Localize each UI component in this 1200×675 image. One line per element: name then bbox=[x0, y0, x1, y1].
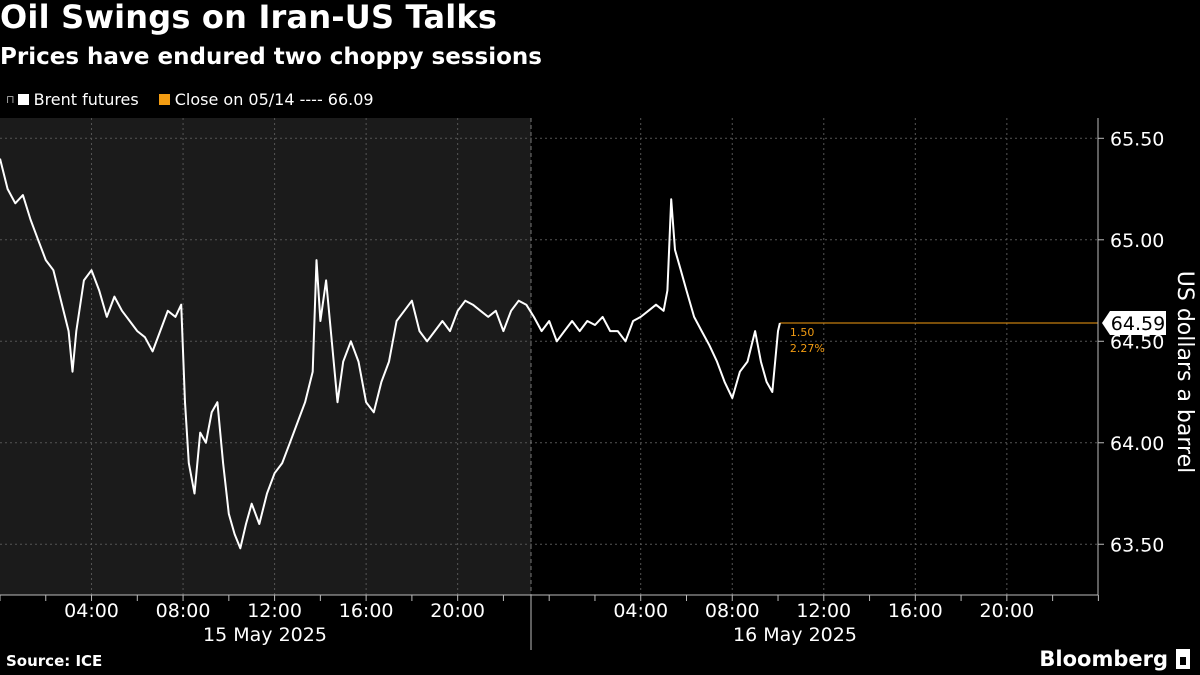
x-tick-label: 08:00 bbox=[705, 600, 760, 622]
x-tick-label: 20:00 bbox=[979, 600, 1034, 622]
legend-handle-icon: ⊓ bbox=[6, 93, 15, 106]
brent-series-line bbox=[0, 158, 781, 550]
x-tick-label: 12:00 bbox=[796, 600, 851, 622]
legend-label-brent: Brent futures bbox=[33, 90, 139, 109]
legend-item-close: Close on 05/14 ---- 66.09 bbox=[158, 90, 374, 109]
chart-subtitle: Prices have endured two choppy sessions bbox=[0, 44, 542, 70]
change-percent-label: 2.27% bbox=[790, 342, 825, 355]
shaded-session-day1 bbox=[0, 118, 531, 595]
legend-label-close: Close on 05/14 ---- 66.09 bbox=[174, 90, 374, 109]
brand-name: Bloomberg bbox=[1039, 647, 1168, 671]
legend-swatch-close bbox=[158, 94, 170, 105]
source-note: Source: ICE bbox=[6, 652, 103, 670]
x-tick-label: 08:00 bbox=[156, 600, 211, 622]
change-label: 1.50 bbox=[790, 326, 815, 339]
last-price-label: 64.59 bbox=[1111, 313, 1165, 335]
y-axis: 63.50 64.00 64.50 65.00 65.50 bbox=[1097, 118, 1164, 595]
last-price-tag bbox=[1102, 311, 1166, 336]
day-label: 16 May 2025 bbox=[733, 624, 857, 646]
y-tick-label: 65.00 bbox=[1110, 230, 1164, 252]
x-tick-label: 16:00 bbox=[339, 600, 394, 622]
x-tick-label: 12:00 bbox=[247, 600, 302, 622]
y-tick-label: 64.50 bbox=[1110, 331, 1164, 353]
legend-swatch-brent bbox=[17, 94, 29, 105]
chart-legend: ⊓ Brent futures Close on 05/14 ---- 66.0… bbox=[6, 90, 394, 109]
x-tick-label: 04:00 bbox=[613, 600, 668, 622]
y-tick-label: 65.50 bbox=[1110, 128, 1164, 150]
x-axis: 04:00 08:00 12:00 16:00 20:00 04:00 08:00 12:00… bbox=[0, 594, 1099, 650]
y-tick-label: 63.50 bbox=[1110, 534, 1164, 556]
grid-lines bbox=[0, 118, 1098, 595]
y-tick-label: 64.00 bbox=[1110, 433, 1164, 455]
x-tick-label: 16:00 bbox=[888, 600, 943, 622]
legend-item-brent: ⊓ Brent futures bbox=[6, 90, 139, 109]
price-annotations: 64.59 1.50 2.27% bbox=[790, 311, 1166, 355]
bloomberg-terminal-icon bbox=[1176, 649, 1190, 669]
day-label: 15 May 2025 bbox=[203, 624, 327, 646]
x-tick-label: 20:00 bbox=[430, 600, 485, 622]
x-tick-label: 04:00 bbox=[64, 600, 119, 622]
y-axis-label: US dollars a barrel bbox=[1172, 271, 1197, 473]
chart-title: Oil Swings on Iran-US Talks bbox=[0, 0, 498, 36]
bloomberg-logo: Bloomberg bbox=[1039, 647, 1190, 671]
